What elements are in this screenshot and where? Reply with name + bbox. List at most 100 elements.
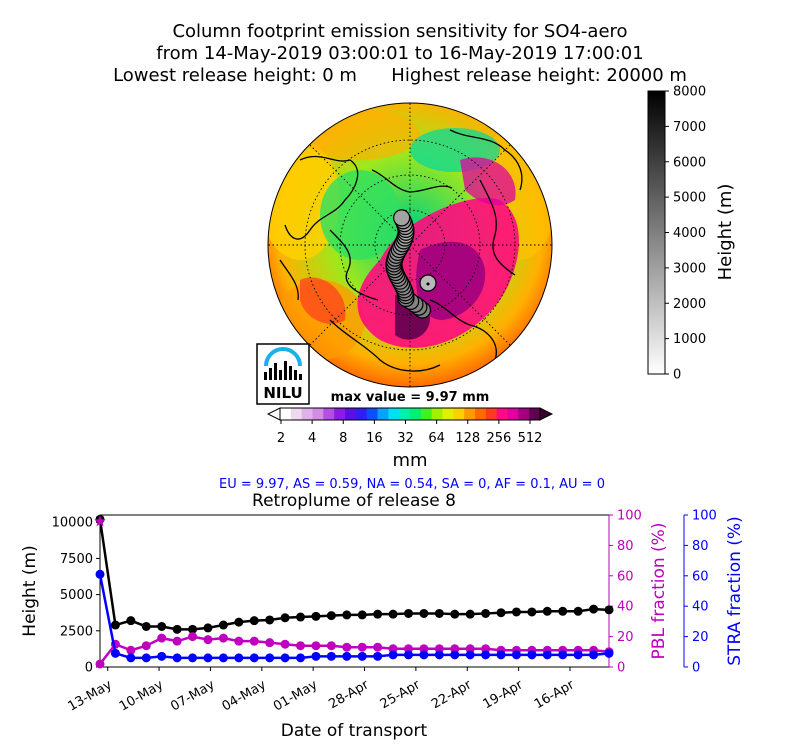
colorbar-swatch (355, 408, 368, 420)
height-colorbar-tick-label: 6000 (673, 155, 706, 170)
colorbar-swatch (312, 408, 324, 420)
series-point-0 (172, 624, 182, 634)
series-point-2 (203, 653, 213, 663)
series-point-0 (234, 617, 244, 627)
line-chart-title: Retroplume of release 8 (252, 491, 456, 511)
series-point-2 (434, 650, 444, 660)
y-axis-label-stra: STRA fraction (%) (725, 516, 745, 665)
series-point-0 (573, 606, 583, 616)
series-point-1 (172, 636, 182, 646)
series-point-2 (141, 653, 151, 663)
chart-title-line-1: Column footprint emission sensitivity fo… (172, 21, 628, 42)
series-point-0 (403, 608, 413, 618)
stra-axis-tick-label: 60 (692, 569, 709, 584)
series-point-0 (511, 607, 521, 617)
colorbar-tick-label: 64 (428, 431, 445, 446)
series-point-2 (249, 653, 259, 663)
colorbar-swatch (496, 408, 508, 420)
colorbar-swatch (453, 408, 465, 420)
series-point-0 (342, 610, 352, 620)
series-point-0 (481, 608, 491, 618)
pbl-axis-tick-label: 40 (617, 600, 634, 615)
series-point-2 (234, 653, 244, 663)
stra-axis-tick-label: 20 (692, 630, 709, 645)
colorbar-min-arrow (266, 407, 281, 421)
series-point-2 (95, 569, 105, 579)
series-point-0 (110, 620, 120, 630)
series-point-2 (403, 650, 413, 660)
series-point-2 (188, 653, 198, 663)
retroplume-marker (393, 209, 411, 227)
height-axis-tick-label: 5000 (60, 588, 93, 603)
chart-title-line-3: Lowest release height: 0 m Highest relea… (113, 65, 687, 86)
series-point-0 (188, 624, 198, 634)
pbl-axis-tick-label: 80 (617, 539, 634, 554)
release-star-marker (94, 515, 106, 527)
colorbar-swatch (366, 408, 378, 420)
series-line-0 (98, 519, 610, 631)
colorbar-swatch (345, 408, 357, 420)
colorbar-swatch (323, 408, 335, 420)
max-value-label: max value = 9.97 mm (331, 390, 490, 405)
stra-axis-tick-label: 80 (692, 539, 709, 554)
series-point-0 (558, 606, 568, 616)
colorbar-swatch (507, 408, 519, 420)
series-line-2 (98, 574, 610, 660)
colorbar-swatch (464, 408, 476, 420)
pbl-axis-tick-label: 0 (617, 661, 625, 676)
series-point-1 (249, 636, 259, 646)
colorbar-swatch (485, 408, 498, 420)
series-point-2 (296, 653, 306, 663)
series-point-1 (265, 638, 275, 648)
x-axis-label: Date of transport (281, 721, 428, 741)
series-point-2 (527, 650, 537, 660)
height-colorbar-tick-label: 8000 (673, 85, 706, 100)
colorbar-tick-label: 512 (518, 431, 543, 446)
colorbar-swatch (377, 408, 389, 420)
height-colorbar-ticks: 0 1000 2000 3000 4000 5000 6000 7000 8000 (665, 85, 706, 383)
series-point-0 (126, 616, 136, 626)
stra-axis-tick-label: 100 (692, 509, 717, 524)
series-point-1 (373, 642, 383, 652)
colorbar-swatch (399, 408, 411, 420)
series-point-0 (311, 611, 321, 621)
x-axis-tick-label: 25-Apr (378, 677, 424, 712)
series-point-2 (604, 648, 614, 658)
colorbar-swatch (431, 408, 443, 420)
x-axis-tick-label: 22-Apr (429, 677, 475, 712)
height-colorbar-tick-label: 5000 (673, 191, 706, 206)
emission-colorbar-unit: mm (392, 450, 427, 471)
series-point-2 (542, 650, 552, 660)
pbl-axis-tick-label: 20 (617, 630, 634, 645)
series-point-0 (203, 623, 213, 633)
nilu-logo: NILU (256, 343, 310, 405)
series-point-2 (465, 650, 475, 660)
release-marker-glyph: • (425, 278, 432, 291)
series-point-2 (110, 648, 120, 658)
height-colorbar-tick-label: 1000 (673, 332, 706, 347)
series-point-0 (265, 615, 275, 625)
series-point-0 (157, 621, 167, 631)
chart-title-line-2: from 14-May-2019 03:00:01 to 16-May-2019… (156, 43, 644, 64)
series-point-0 (542, 606, 552, 616)
series-point-2 (218, 653, 228, 663)
series-point-2 (342, 651, 352, 661)
series-point-2 (172, 653, 182, 663)
series-point-1 (218, 633, 228, 643)
stra-axis-tick-label: 40 (692, 600, 709, 615)
colorbar-swatch (301, 408, 313, 420)
colorbar-swatch (280, 408, 292, 420)
series-point-2 (311, 651, 321, 661)
series-point-0 (326, 611, 336, 621)
series-point-1 (141, 641, 151, 651)
colorbar-frame (279, 407, 541, 421)
series-point-2 (450, 650, 460, 660)
y-axis-label-pbl: PBL fraction (%) (649, 523, 669, 660)
nilu-logo-text: NILU (263, 384, 302, 402)
x-axis-tick-label: 07-May (168, 677, 217, 714)
series-point-2 (157, 651, 167, 661)
height-colorbar-tick-label: 3000 (673, 261, 706, 276)
height-colorbar-tick-label: 7000 (673, 120, 706, 135)
y-axis-label-height: Height (m) (20, 545, 40, 636)
